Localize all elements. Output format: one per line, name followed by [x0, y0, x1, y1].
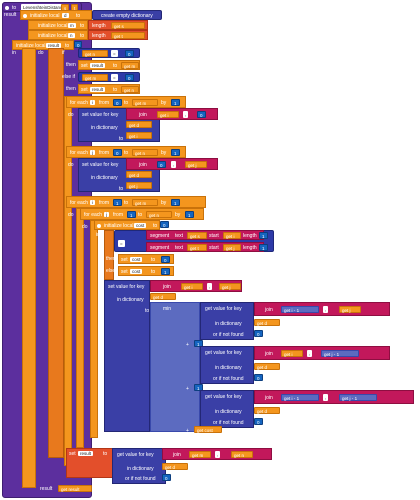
init-local-cost[interactable]: initialize local cost to: [94, 220, 160, 230]
segment-s[interactable]: segment text get s start get i length 1: [146, 230, 268, 240]
if-cost-block[interactable]: [104, 230, 114, 280]
join-main[interactable]: join get i , get j: [150, 280, 242, 292]
in-label: in: [12, 50, 16, 56]
get-value-2[interactable]: get value for key in dictionary or if no…: [200, 346, 254, 384]
for-each-i-2[interactable]: for each i from 1 to get m by 1: [66, 196, 206, 208]
init-local-n[interactable]: initialize local n to: [28, 30, 88, 40]
result-label: result: [4, 12, 17, 18]
init-local-m[interactable]: initialize local m to: [28, 20, 88, 30]
compare-m-eq-0[interactable]: get m = 0: [78, 72, 140, 82]
to-label: to: [12, 5, 17, 11]
for-each-i-1[interactable]: for each i from 0 to get m by 1: [66, 96, 186, 108]
gear-icon[interactable]: [5, 5, 9, 10]
for-each-j-body[interactable]: [90, 220, 98, 438]
length-t[interactable]: length get t: [88, 30, 148, 40]
set-result-final[interactable]: set result to: [66, 448, 116, 478]
create-empty-dictionary[interactable]: create empty dictionary: [92, 10, 162, 20]
join-g3[interactable]: join get i - 1 , get j - 1: [254, 390, 414, 404]
gear-icon[interactable]: [97, 223, 101, 228]
in-do-block[interactable]: [22, 48, 36, 488]
set-value-main[interactable]: set value for key in dictionary to: [104, 280, 150, 432]
join-result[interactable]: join get m , get n: [162, 448, 272, 460]
set-result-n[interactable]: set result to get n: [78, 84, 140, 94]
set-result-m[interactable]: set result to get m: [78, 60, 140, 70]
get-value-result[interactable]: get value for key in dictionary or if no…: [112, 448, 166, 484]
init-local-result[interactable]: initialize local result to: [12, 40, 74, 50]
for-each-j-2[interactable]: for each j from 1 to get n by 1: [80, 208, 204, 220]
init-local-label: initialize local: [30, 13, 60, 19]
for-each-i-body[interactable]: [76, 208, 84, 448]
join-g1[interactable]: join get i - 1 , get j: [254, 302, 390, 316]
join-g2[interactable]: join get i , get j - 1: [254, 346, 390, 360]
init-local-d[interactable]: initialize local d to: [20, 10, 92, 20]
compare-n-eq-0[interactable]: get n = 0: [78, 48, 140, 58]
for-each-j-1[interactable]: for each j from 0 to get n by 1: [66, 146, 186, 158]
min-block[interactable]: min: [150, 302, 200, 432]
number-0[interactable]: 0: [74, 41, 82, 48]
gear-icon[interactable]: [23, 13, 27, 18]
segment-t[interactable]: segment text get t start get j length 1: [146, 242, 268, 252]
join-1[interactable]: join get i , 0: [126, 108, 218, 120]
do-label: do: [38, 50, 44, 56]
join-2[interactable]: join 0 , get j: [126, 158, 218, 170]
var-d-field[interactable]: d: [62, 13, 69, 18]
if-block[interactable]: [48, 48, 64, 458]
procedure-name-field[interactable]: LevenshteinDistance: [21, 4, 67, 11]
set-cost-1[interactable]: set cost to 1: [118, 266, 174, 276]
length-s[interactable]: length get s: [88, 20, 148, 30]
set-cost-0[interactable]: set cost to 0: [118, 254, 174, 264]
get-value-1[interactable]: get value for key in dictionary or if no…: [200, 302, 254, 340]
get-value-3[interactable]: get value for key in dictionary or if no…: [200, 390, 254, 428]
